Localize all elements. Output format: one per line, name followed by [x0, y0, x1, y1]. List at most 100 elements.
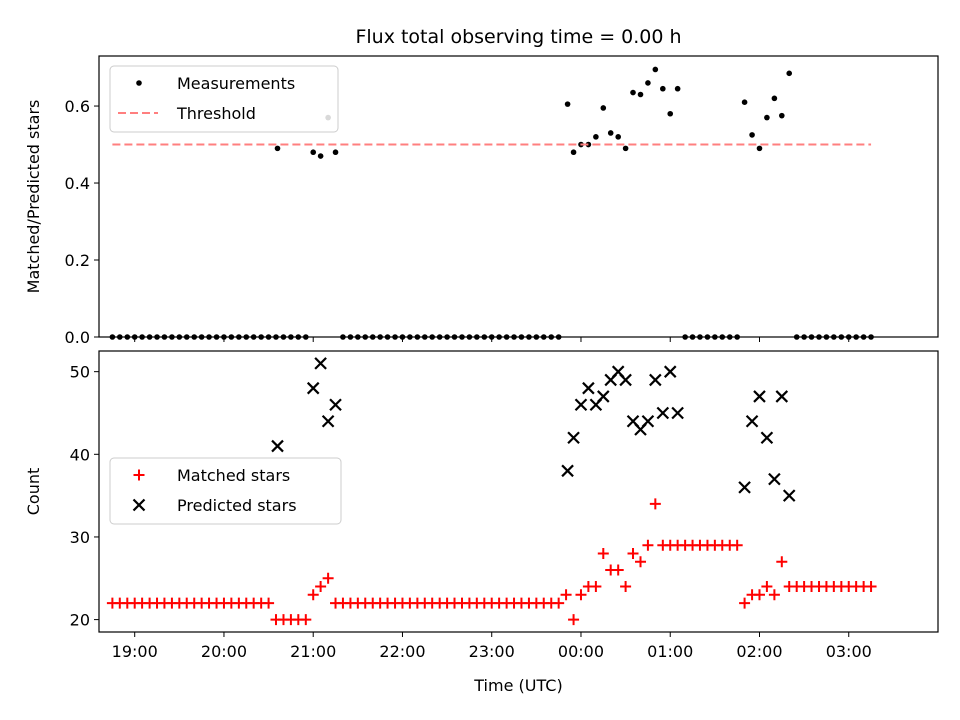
legend-swatch [136, 80, 142, 86]
measurement-point [570, 149, 577, 156]
matched-stars-point [739, 597, 751, 609]
measurement-point [637, 91, 644, 98]
x-tick-label: 01:00 [647, 642, 693, 661]
predicted-stars-point [775, 390, 789, 403]
measurement-point [607, 130, 614, 136]
measurement-point [749, 132, 755, 138]
matched-stars-point [635, 556, 647, 568]
matched-stars-point [300, 614, 312, 626]
matched-stars-point [315, 581, 327, 593]
ratio-panel: Flux total observing time = 0.00 h 0.0 0.2… [24, 26, 939, 347]
predicted-stars-point [768, 472, 781, 486]
measurement-point [786, 70, 793, 77]
legend-label: Measurements [177, 74, 295, 93]
legend-label: Matched stars [177, 466, 290, 485]
matched-stars-point [620, 581, 632, 593]
measurement-point [564, 101, 571, 107]
predicted-stars-point [329, 398, 342, 411]
measurement-point [600, 105, 607, 111]
x-tick-label: 22:00 [379, 642, 425, 661]
predicted-stars-point [321, 414, 335, 428]
series-predicted-stars [271, 357, 796, 502]
plot-frame [98, 350, 939, 633]
legend: Measurements Threshold [109, 65, 339, 133]
measurement-point [764, 114, 770, 121]
predicted-stars-point [582, 381, 595, 395]
measurement-point [630, 89, 636, 96]
predicted-stars-point [738, 481, 751, 494]
legend-label: Threshold [176, 104, 256, 123]
predicted-stars-point [561, 464, 574, 478]
y-tick-label: 30 [70, 528, 90, 547]
matched-stars-point [865, 581, 877, 593]
matched-stars-point [568, 614, 580, 626]
plot-frame [98, 55, 939, 338]
predicted-stars-point [597, 390, 610, 403]
matched-stars-point [553, 597, 565, 609]
y-tick-label: 0.2 [65, 251, 90, 270]
count-panel: 19:00 20:00 21:00 22:00 23:00 00:00 01:00 02:00… [24, 350, 939, 695]
legend-label: Predicted stars [177, 496, 297, 515]
series-measurements [109, 66, 874, 340]
y-tick-label: 0.4 [65, 174, 90, 193]
series-matched-stars [106, 498, 877, 626]
matched-stars-point [307, 589, 319, 601]
measurement-point [652, 66, 659, 73]
predicted-stars-point [306, 381, 320, 395]
y-axis-label: Matched/Predicted stars [24, 100, 43, 294]
measurement-point [593, 134, 599, 140]
y-tick-label: 20 [70, 611, 90, 630]
x-tick-label: 03:00 [826, 642, 872, 661]
predicted-stars-point [641, 414, 655, 428]
measurement-point [674, 85, 681, 92]
matched-stars-point [263, 597, 275, 609]
predicted-stars-point [663, 365, 677, 378]
matched-stars-point [627, 547, 639, 559]
predicted-stars-point [567, 431, 580, 445]
matched-stars-point [642, 539, 654, 551]
matched-stars-point [768, 589, 780, 601]
matched-stars-point [753, 589, 765, 601]
predicted-stars-point [619, 373, 632, 387]
measurement-point [622, 145, 629, 152]
predicted-stars-point [760, 431, 774, 445]
measurement-point [771, 95, 778, 102]
measurement-point [317, 153, 324, 159]
matched-stars-point [649, 498, 661, 510]
x-tick-label: 19:00 [112, 642, 158, 661]
predicted-stars-point [671, 406, 684, 420]
measurement-point [645, 80, 651, 86]
x-tick-label: 21:00 [290, 642, 336, 661]
predicted-stars-point [314, 357, 327, 370]
legend-swatch [132, 498, 146, 512]
x-tick-label: 00:00 [558, 642, 604, 661]
matched-stars-point [560, 589, 572, 601]
y-tick-label: 50 [70, 363, 90, 382]
measurement-point [615, 134, 621, 140]
predicted-stars-point [574, 398, 588, 411]
chart-title: Flux total observing time = 0.00 h [355, 26, 681, 48]
matched-stars-point [776, 556, 788, 568]
measurement-point [667, 110, 674, 117]
measurement-point [274, 145, 281, 152]
legend: Matched stars Predicted stars [109, 457, 342, 525]
x-axis-label: Time (UTC) [473, 676, 562, 695]
matched-stars-point [590, 581, 602, 593]
measurement-point [779, 112, 785, 119]
legend-swatch [133, 469, 145, 481]
matched-stars-point [575, 589, 587, 601]
predicted-stars-point [656, 406, 670, 420]
matched-stars-point [597, 547, 609, 559]
predicted-stars-point [271, 439, 284, 453]
legend-box [109, 65, 339, 133]
legend-box [109, 457, 342, 525]
x-tick-label: 02:00 [736, 642, 782, 661]
matched-stars-point [322, 572, 334, 584]
predicted-stars-point [649, 373, 662, 387]
y-tick-label: 0.0 [65, 328, 90, 347]
x-tick-label: 20:00 [201, 642, 247, 661]
measurement-point [310, 149, 317, 156]
measurement-point [660, 85, 666, 92]
x-tick-label: 23:00 [469, 642, 515, 661]
